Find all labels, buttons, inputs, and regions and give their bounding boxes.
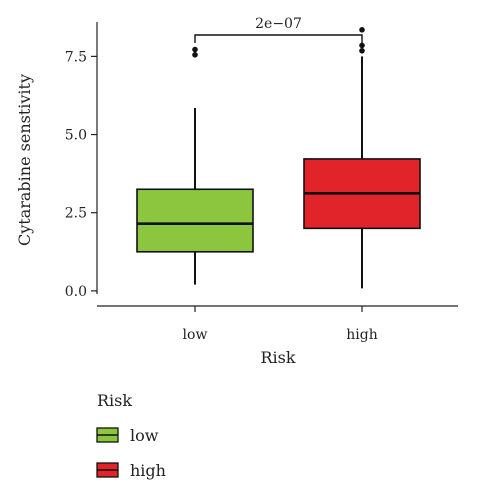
legend-title: Risk bbox=[97, 391, 132, 410]
legend: Risk low high bbox=[96, 391, 166, 480]
x-axis-title: Risk bbox=[260, 348, 295, 367]
y-tick-label: 7.5 bbox=[65, 49, 87, 65]
x-tick-label: low bbox=[183, 327, 208, 343]
outlier-point bbox=[359, 27, 365, 33]
outlier-point bbox=[359, 47, 365, 54]
legend-label: low bbox=[130, 426, 159, 445]
x-axis-ticks: low high bbox=[183, 306, 378, 343]
y-tick-label: 5.0 bbox=[65, 128, 87, 144]
outlier-point bbox=[192, 52, 198, 58]
legend-items: low high bbox=[96, 426, 166, 480]
legend-item-high: high bbox=[96, 461, 166, 480]
box-low bbox=[136, 46, 254, 285]
x-tick-label: high bbox=[346, 327, 377, 343]
y-tick-label: 0.0 bbox=[65, 284, 87, 300]
p-value-label: 2e−07 bbox=[255, 16, 302, 32]
legend-label: high bbox=[130, 461, 166, 480]
plot-area: 0.0 2.5 5.0 7.5 low high 2e−07 bbox=[65, 16, 458, 343]
box-high bbox=[303, 27, 421, 289]
box-iqr bbox=[136, 188, 254, 253]
y-tick-label: 2.5 bbox=[65, 206, 87, 222]
outlier-point bbox=[359, 42, 365, 49]
legend-item-low: low bbox=[96, 426, 159, 445]
y-axis-title: Cytarabine senstivity bbox=[15, 74, 34, 246]
outlier-point bbox=[192, 46, 198, 53]
bracket-line bbox=[194, 34, 363, 43]
box-series bbox=[136, 27, 421, 289]
y-axis-ticks: 0.0 2.5 5.0 7.5 bbox=[65, 49, 97, 300]
significance-bracket: 2e−07 bbox=[194, 16, 363, 43]
